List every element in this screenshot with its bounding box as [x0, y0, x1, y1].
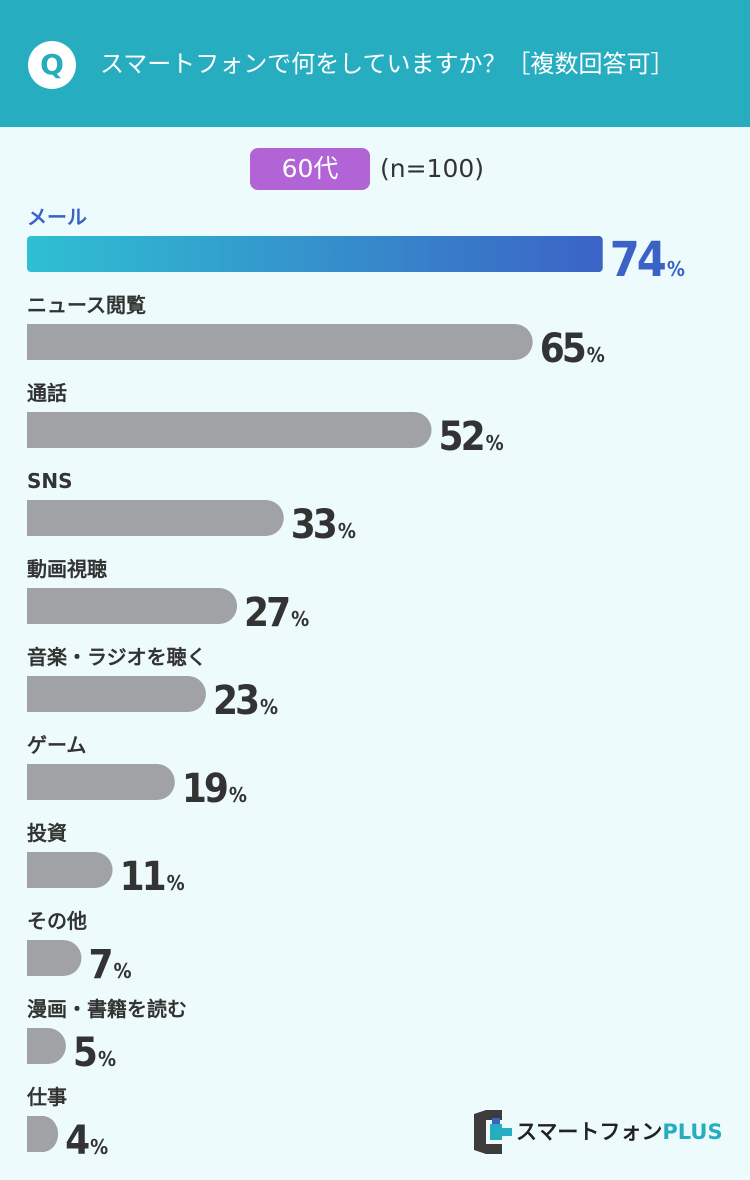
logo-wordmark: スマートフォンPLUS	[516, 1116, 723, 1148]
bar	[27, 500, 284, 536]
bar	[27, 852, 113, 888]
bar	[27, 676, 206, 712]
category-label: 動画視聴	[27, 557, 107, 581]
bar-left-cap	[27, 676, 45, 712]
value-label: 74%	[610, 232, 685, 288]
sample-size-label: (n=100)	[380, 154, 485, 183]
bar-left-cap	[27, 1116, 45, 1152]
logo-icon	[474, 1110, 512, 1154]
bar	[27, 324, 533, 360]
question-text: スマートフォンで何をしていますか？［複数回答可］	[100, 50, 675, 78]
value-label: 27%	[244, 590, 309, 636]
value-label: 19%	[182, 766, 247, 812]
value-label: 7%	[88, 942, 131, 988]
bar-left-cap	[27, 500, 45, 536]
bar-left-cap	[27, 940, 45, 976]
category-label: その他	[27, 909, 87, 933]
category-label: メール	[27, 205, 87, 229]
bar-left-cap	[27, 588, 45, 624]
age-group-badge: 60代	[250, 148, 370, 190]
bar	[27, 764, 175, 800]
value-label: 11%	[120, 854, 185, 900]
category-label: 通話	[27, 381, 67, 405]
bar-left-cap	[27, 764, 45, 800]
category-label: 仕事	[26, 1085, 67, 1109]
question-badge: Q	[28, 41, 76, 89]
bar	[27, 236, 603, 272]
value-label: 52%	[439, 414, 504, 460]
header-bar: Q スマートフォンで何をしていますか？［複数回答可］	[0, 0, 750, 127]
category-label: 投資	[27, 821, 67, 845]
category-label: ゲーム	[27, 733, 86, 757]
bar	[27, 588, 238, 624]
logo-text-main: スマートフォン	[516, 1120, 663, 1144]
bar-left-cap	[27, 324, 45, 360]
value-label: 5%	[73, 1030, 116, 1076]
bar-left-cap	[27, 412, 45, 448]
value-label: 4%	[65, 1118, 108, 1164]
category-label: 音楽・ラジオを聴く	[27, 645, 207, 669]
logo-text-plus: PLUS	[662, 1120, 723, 1144]
category-label: 漫画・書籍を読む	[27, 997, 187, 1021]
bar	[27, 412, 432, 448]
category-label: SNS	[27, 469, 73, 493]
value-label: 23%	[213, 678, 278, 724]
value-label: 65%	[540, 326, 605, 372]
bar-left-cap	[27, 852, 45, 888]
value-label: 33%	[291, 502, 356, 548]
bar-left-cap	[27, 1028, 45, 1064]
category-label: ニュース閲覧	[27, 293, 146, 317]
